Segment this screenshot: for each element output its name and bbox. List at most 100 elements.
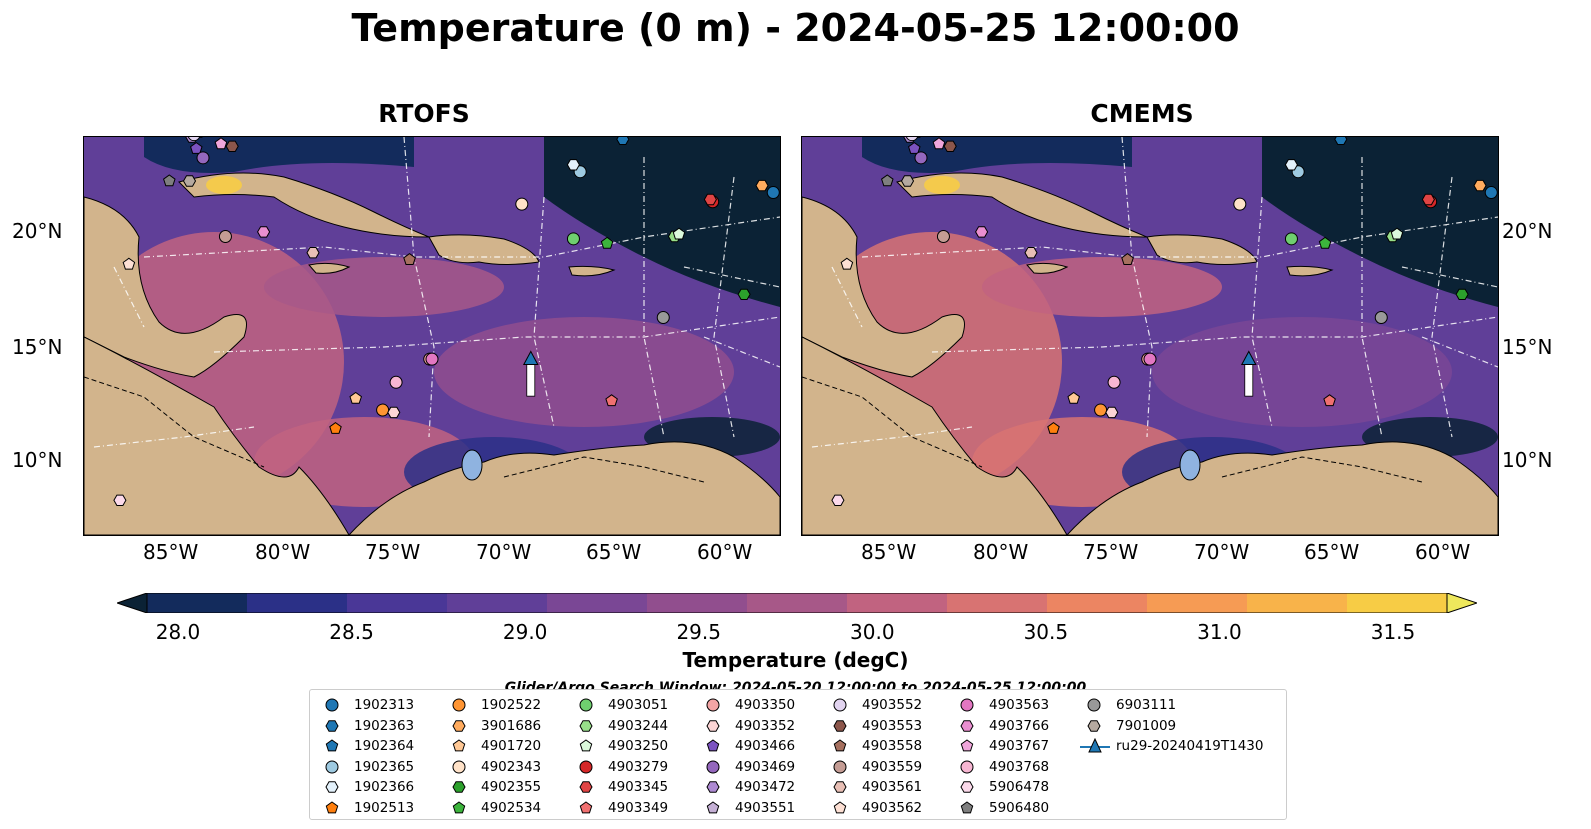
pentagon-marker-icon [325, 800, 339, 813]
hexagon-marker-icon [452, 781, 466, 793]
lat-tick-right: 10°N [1502, 448, 1553, 472]
float-marker-4903563 [1143, 352, 1157, 366]
pentagon-marker-icon [960, 800, 974, 813]
colorbar-tick: 31.0 [1197, 620, 1242, 644]
legend-label: 4903553 [862, 717, 923, 734]
lon-tick: 75°W [1083, 540, 1139, 564]
legend-label: 4903563 [989, 697, 1050, 713]
legend-label: 4903279 [608, 758, 669, 775]
circle-marker-icon [706, 760, 720, 773]
legend-label: ru29-20240419T1430 [1116, 738, 1264, 754]
legend-label: 4903469 [735, 758, 796, 775]
colorbar-tick: 28.5 [329, 620, 374, 644]
legend-label: 1902365 [354, 758, 415, 775]
legend-label: 4903250 [608, 738, 669, 754]
float-marker-4902355 [1455, 288, 1469, 300]
float-marker-4902534 [1318, 236, 1332, 249]
map-panel-cmems [801, 136, 1499, 536]
float-marker-4903553 [943, 140, 957, 152]
lon-tick: 65°W [1304, 540, 1360, 564]
glider-position-ru29-20240419T1430 [522, 350, 539, 365]
map-panel-rtofs [83, 136, 781, 536]
colorbar-label: Temperature (degC) [682, 648, 909, 672]
float-marker-4903349 [1323, 394, 1336, 407]
float-marker-4901720 [349, 391, 362, 404]
float-marker-5906480 [163, 174, 176, 187]
legend-label: 4903551 [735, 799, 796, 816]
float-marker-4903349 [605, 394, 618, 407]
map-cmems-canvas [802, 137, 1498, 535]
triangle-marker-icon [1080, 738, 1110, 753]
hexagon-marker-icon [1087, 719, 1101, 732]
legend-label: 1902364 [354, 738, 415, 754]
pentagon-marker-icon [452, 800, 466, 813]
legend-label: 4903244 [608, 717, 669, 734]
circle-marker-icon [960, 698, 974, 712]
legend-label: 1902513 [354, 799, 415, 816]
float-marker-4903766 [975, 226, 989, 238]
float-marker-4903768 [389, 375, 403, 389]
colorbar-gradient [115, 592, 1479, 614]
map-rtofs-canvas [84, 137, 780, 535]
circle-marker-icon [833, 698, 847, 712]
legend-label: 4902534 [481, 799, 542, 816]
float-marker-4903553 [225, 140, 239, 152]
colorbar [115, 592, 1479, 614]
glider-track-ru29-20240419T1430 [526, 361, 536, 397]
legend-label: 4903559 [862, 758, 923, 775]
circle-marker-icon [579, 698, 593, 712]
float-marker-4903767 [932, 137, 946, 150]
legend-label: 4903350 [735, 697, 796, 713]
float-marker-4903469 [914, 151, 928, 165]
legend-label: 4903766 [989, 717, 1050, 734]
float-marker-1902522 [376, 403, 390, 417]
float-marker-1902522 [1094, 403, 1108, 417]
float-marker-4903562 [840, 257, 854, 270]
lon-tick: 80°W [255, 540, 311, 564]
glider-track-ru29-20240419T1430 [1244, 361, 1254, 397]
float-marker-4902534 [600, 236, 614, 249]
float-marker-4903768 [1107, 375, 1121, 389]
lon-tick: 60°W [697, 540, 753, 564]
circle-marker-icon [579, 760, 593, 773]
hexagon-marker-icon [579, 781, 593, 793]
float-marker-4902343 [1233, 197, 1247, 211]
hexagon-marker-icon [833, 719, 847, 732]
float-marker-4903051 [566, 232, 580, 246]
hexagon-marker-icon [579, 719, 593, 732]
colorbar-tick: 29.5 [676, 620, 721, 644]
legend-label: 4903352 [735, 717, 796, 734]
legend: 1902313 1902363 1902364 1902365 1902366 19025… [309, 689, 1287, 820]
float-marker-7901009 [182, 175, 197, 187]
legend-label: 5906480 [989, 799, 1050, 816]
legend-label: 1902522 [481, 697, 542, 713]
float-marker-4903561 [1024, 247, 1038, 259]
lon-tick: 85°W [143, 540, 199, 564]
legend-label: 4903558 [862, 738, 923, 754]
lon-tick: 75°W [365, 540, 421, 564]
float-marker-4903558 [1121, 252, 1134, 265]
lat-tick-left: 15°N [12, 335, 63, 359]
circle-marker-icon [452, 698, 466, 712]
legend-label: 3901686 [481, 717, 542, 734]
legend-label: 5906478 [989, 779, 1050, 795]
float-marker-1902363 [1334, 137, 1348, 145]
legend-label: 4903051 [608, 697, 669, 713]
float-marker-1902366 [1284, 159, 1298, 171]
float-marker-4902355 [737, 288, 751, 300]
float-marker-7901009 [900, 175, 915, 187]
circle-marker-icon [452, 760, 466, 773]
float-marker-3901686 [1473, 179, 1487, 192]
float-marker-4903563 [425, 352, 439, 366]
lon-tick: 80°W [973, 540, 1029, 564]
float-marker-4902343 [515, 197, 529, 211]
float-marker-4903466 [908, 141, 921, 154]
float-marker-4903767 [214, 137, 228, 150]
float-marker-4903352 [1105, 406, 1119, 419]
lon-tick: 70°W [476, 540, 532, 564]
float-marker-1902513 [329, 421, 342, 434]
colorbar-tick: 30.0 [850, 620, 895, 644]
lat-tick-left: 10°N [12, 448, 63, 472]
hexagon-marker-icon [960, 781, 974, 793]
float-marker-4903559 [936, 230, 950, 243]
